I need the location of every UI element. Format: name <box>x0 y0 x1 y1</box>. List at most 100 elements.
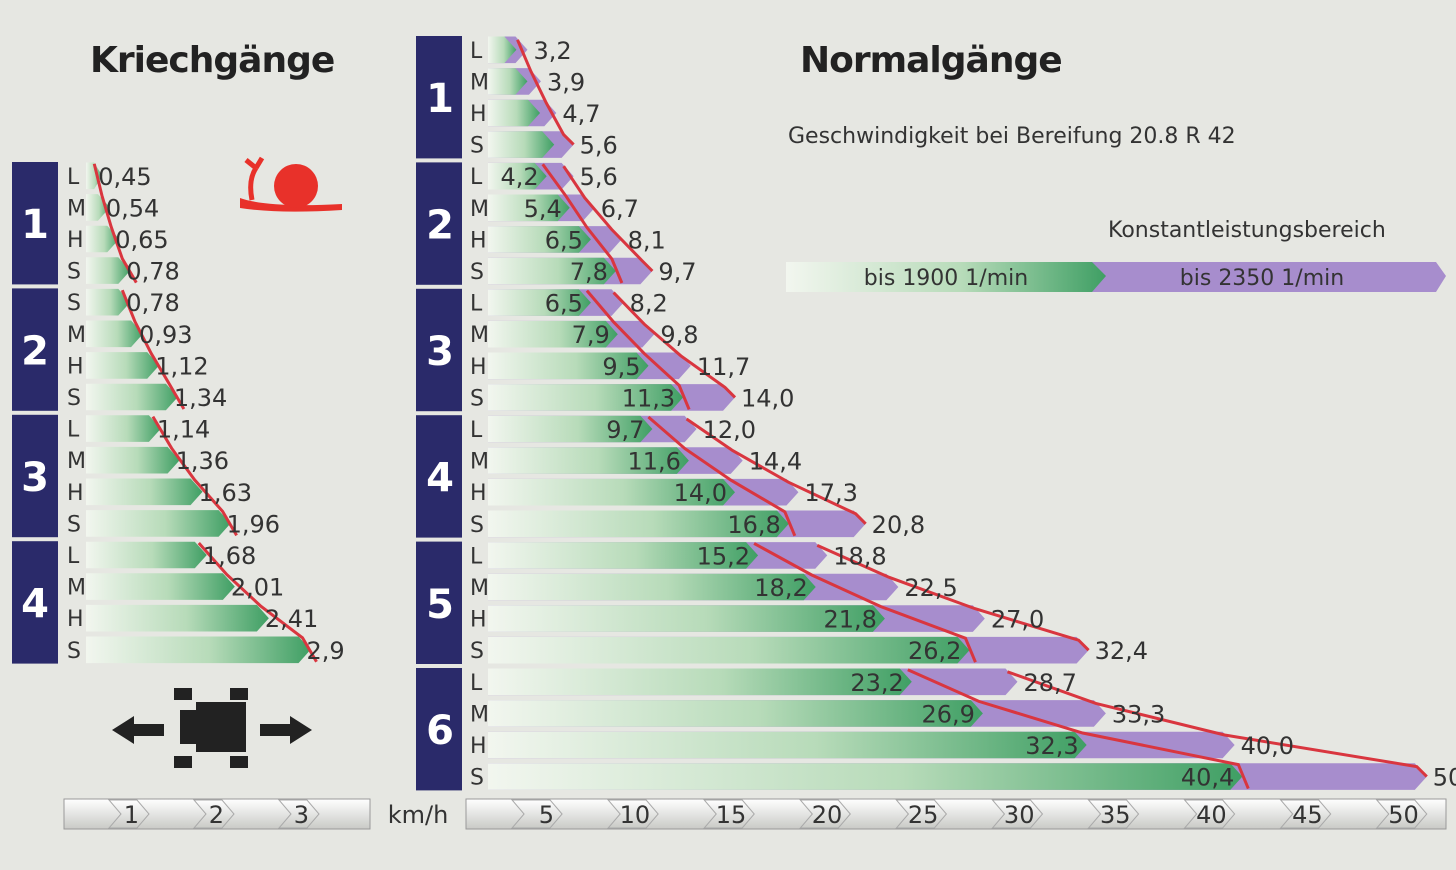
normal-bar-green-1-S <box>488 131 555 158</box>
snail-head <box>244 156 265 201</box>
normal-bar-green-6-L <box>488 668 912 696</box>
creep-bar-1-H <box>86 225 120 253</box>
low-value-label: 6,5 <box>545 226 583 254</box>
range-label-creep: S <box>67 386 81 411</box>
creep-connector-line-1 <box>92 163 138 284</box>
snail-foot <box>240 198 342 212</box>
high-connector-line-2 <box>562 165 654 273</box>
normal-bar-green-4-H <box>488 478 736 506</box>
creep-axis-chevron <box>277 799 320 829</box>
normal-axis-tick: 5 <box>539 801 554 829</box>
creep-bar-3-S <box>86 510 231 537</box>
normal-bar-green-4-L <box>488 415 653 443</box>
low-value-label: 26,2 <box>908 637 961 665</box>
legend-purple-label: bis 2350 1/min <box>1180 266 1344 291</box>
low-value-label: 16,8 <box>727 511 780 539</box>
gear-block-creep-4 <box>12 541 58 664</box>
high-value-label: 18,8 <box>833 542 886 570</box>
high-value-label: 9,8 <box>660 321 698 349</box>
range-label-creep: S <box>67 512 81 537</box>
high-value-label: 12,0 <box>703 416 756 444</box>
range-label-normal: S <box>470 513 484 538</box>
normal-axis-tick: 15 <box>716 801 747 829</box>
normal-bar-green-3-H <box>488 352 649 380</box>
gear-number-normal-2: 2 <box>426 203 454 249</box>
gear-block-normal-1 <box>416 36 462 159</box>
low-connector-line-4 <box>647 415 797 537</box>
normal-bar-green-1-M <box>488 68 528 95</box>
normal-bar-green-2-L <box>488 162 547 190</box>
normal-bar-green-2-H <box>488 226 591 253</box>
high-value-label: 17,3 <box>804 479 857 507</box>
normal-axis-tick: 35 <box>1100 801 1131 829</box>
value-label-creep: 1,96 <box>227 510 280 538</box>
range-label-normal: L <box>470 418 483 443</box>
range-label-normal: H <box>470 608 487 633</box>
high-connector-line-1 <box>516 39 575 146</box>
range-label-normal: S <box>470 639 484 664</box>
gear-block-normal-6 <box>416 668 462 791</box>
normal-bar-green-3-S <box>488 384 684 411</box>
creep-bar-2-S <box>86 383 178 411</box>
gear-number-normal-3: 3 <box>426 329 454 375</box>
high-value-label: 3,9 <box>547 68 585 96</box>
low-value-label: 23,2 <box>850 669 903 697</box>
high-value-label: 8,1 <box>628 226 666 254</box>
range-label-creep: M <box>67 196 86 221</box>
normal-bar-green-4-M <box>488 447 689 474</box>
creep-axis-tick: 3 <box>294 801 309 829</box>
creep-connector-line-4 <box>197 542 318 663</box>
creep-bar-3-H <box>86 478 203 506</box>
normal-bar-green-6-M <box>488 700 983 727</box>
tractor-wheel <box>174 688 192 700</box>
high-value-label: 6,7 <box>601 195 639 223</box>
value-label-creep: 1,68 <box>203 542 256 570</box>
range-label-normal: H <box>470 734 487 759</box>
value-label-creep: 0,78 <box>126 289 179 317</box>
high-connector-line-5 <box>816 544 1090 652</box>
gear-block-creep-1 <box>12 162 58 285</box>
creep-bar-2-M <box>86 320 144 348</box>
normal-axis-chevron <box>510 799 563 829</box>
low-value-label: 18,2 <box>754 574 807 602</box>
low-value-label: 32,3 <box>1025 732 1078 760</box>
range-label-creep: S <box>67 260 81 285</box>
gear-number-creep-1: 1 <box>21 202 49 248</box>
normal-axis-chevron <box>1183 799 1236 829</box>
value-label-creep: 1,12 <box>155 352 208 380</box>
value-label-creep: 1,34 <box>174 384 227 412</box>
gear-block-creep-3 <box>12 414 58 538</box>
normal-axis-chevron <box>1087 799 1140 829</box>
low-value-label: 11,6 <box>627 448 680 476</box>
range-label-normal: H <box>470 102 487 127</box>
normal-axis-chevron <box>799 799 851 829</box>
gear-block-normal-3 <box>416 288 462 412</box>
tractor-cab <box>196 702 246 752</box>
normal-bar-green-6-H <box>488 731 1087 759</box>
normal-bar-green-3-L <box>488 289 591 316</box>
low-connector-line-6 <box>907 668 1250 790</box>
normal-axis-chevron <box>1375 799 1428 829</box>
normal-bar-green-2-M <box>488 194 570 222</box>
creep-bar-4-M <box>86 573 235 600</box>
value-label-creep: 2,9 <box>307 637 345 665</box>
high-value-label: 9,7 <box>658 258 696 286</box>
range-label-normal: S <box>470 766 484 791</box>
value-label-creep: 0,65 <box>115 226 168 254</box>
normal-axis-tick: 20 <box>812 801 843 829</box>
low-value-label: 5,4 <box>524 195 562 223</box>
range-label-creep: M <box>67 449 86 474</box>
high-value-label: 40,0 <box>1241 732 1294 760</box>
high-connector-line-4 <box>685 417 867 525</box>
tractor-wheel <box>174 756 192 768</box>
high-connector-line-3 <box>612 291 737 399</box>
gear-number-normal-5: 5 <box>426 582 454 628</box>
low-value-label: 7,9 <box>572 321 610 349</box>
low-value-label: 11,3 <box>622 384 675 412</box>
range-label-normal: L <box>470 544 483 569</box>
low-value-label: 15,2 <box>697 542 750 570</box>
high-value-label: 11,7 <box>697 353 750 381</box>
normal-bar-green-5-H <box>488 605 885 632</box>
range-label-normal: L <box>470 165 483 190</box>
